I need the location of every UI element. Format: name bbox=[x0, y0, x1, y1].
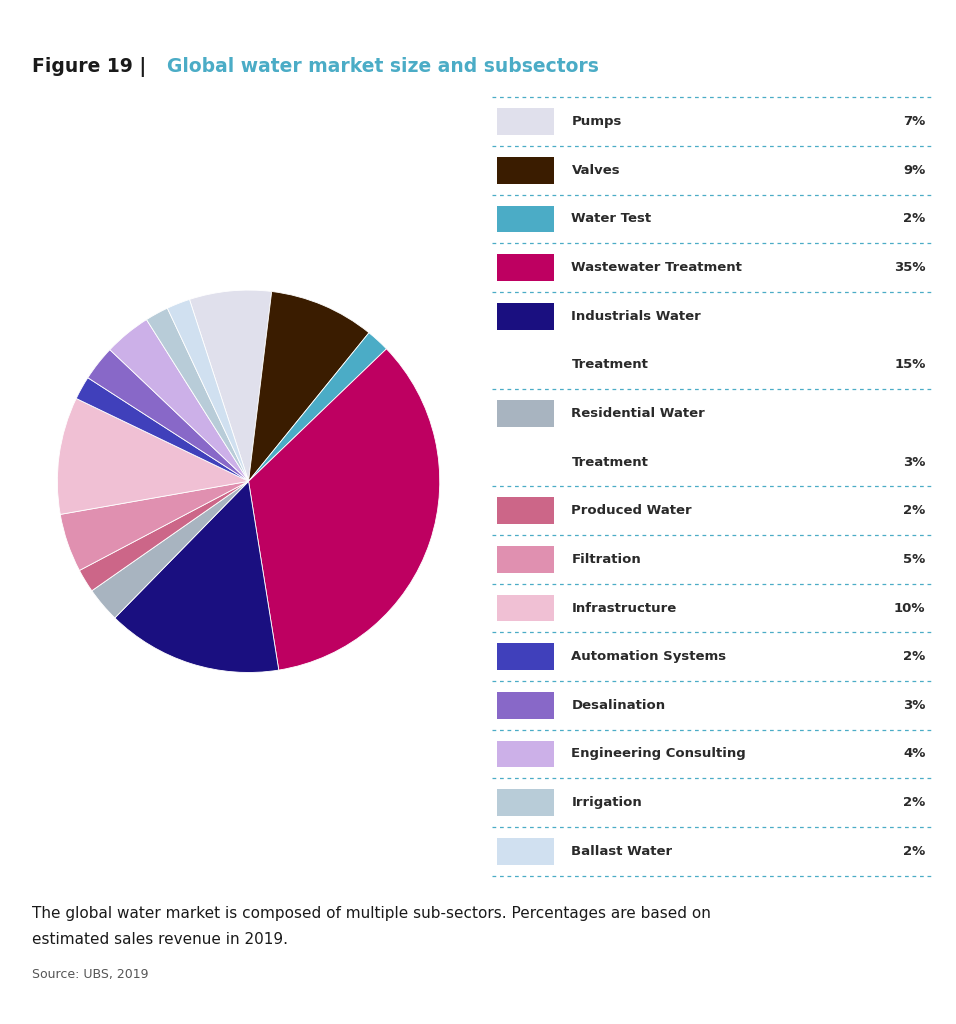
Wedge shape bbox=[249, 292, 369, 481]
Bar bbox=[497, 206, 554, 232]
Wedge shape bbox=[249, 349, 440, 670]
Text: Wastewater Treatment: Wastewater Treatment bbox=[572, 261, 743, 274]
Text: 7%: 7% bbox=[903, 115, 925, 128]
Text: Irrigation: Irrigation bbox=[572, 796, 642, 809]
Wedge shape bbox=[249, 333, 386, 481]
Bar bbox=[497, 692, 554, 719]
Text: 9%: 9% bbox=[903, 164, 925, 177]
Bar bbox=[497, 546, 554, 572]
Text: 2%: 2% bbox=[903, 845, 925, 858]
Wedge shape bbox=[110, 319, 249, 481]
Bar bbox=[497, 254, 554, 281]
Wedge shape bbox=[88, 350, 249, 481]
Wedge shape bbox=[167, 299, 249, 481]
Bar bbox=[497, 400, 554, 427]
Text: Automation Systems: Automation Systems bbox=[572, 650, 727, 664]
Text: Produced Water: Produced Water bbox=[572, 504, 692, 517]
Text: Infrastructure: Infrastructure bbox=[572, 601, 677, 614]
Text: Ballast Water: Ballast Water bbox=[572, 845, 673, 858]
Text: Desalination: Desalination bbox=[572, 698, 665, 712]
Text: 2%: 2% bbox=[903, 212, 925, 225]
Text: 4%: 4% bbox=[903, 748, 925, 761]
Text: Filtration: Filtration bbox=[572, 553, 641, 566]
Text: Treatment: Treatment bbox=[572, 456, 648, 469]
Bar bbox=[497, 838, 554, 864]
Text: Industrials Water: Industrials Water bbox=[572, 309, 702, 323]
Text: 15%: 15% bbox=[894, 358, 925, 372]
Text: Pumps: Pumps bbox=[572, 115, 621, 128]
Text: estimated sales revenue in 2019.: estimated sales revenue in 2019. bbox=[32, 932, 288, 947]
Wedge shape bbox=[79, 481, 249, 591]
Wedge shape bbox=[76, 378, 249, 481]
Text: Figure 19 |: Figure 19 | bbox=[32, 56, 146, 77]
Text: Valves: Valves bbox=[572, 164, 620, 177]
Wedge shape bbox=[189, 290, 272, 481]
Wedge shape bbox=[60, 481, 249, 570]
Bar bbox=[497, 595, 554, 622]
Text: Treatment: Treatment bbox=[572, 358, 648, 372]
Wedge shape bbox=[146, 308, 249, 481]
Bar bbox=[497, 157, 554, 183]
Text: Source: UBS, 2019: Source: UBS, 2019 bbox=[32, 968, 148, 981]
Text: 3%: 3% bbox=[903, 698, 925, 712]
Text: 5%: 5% bbox=[903, 553, 925, 566]
Text: Water Test: Water Test bbox=[572, 212, 652, 225]
Text: Residential Water: Residential Water bbox=[572, 407, 706, 420]
Text: Engineering Consulting: Engineering Consulting bbox=[572, 748, 747, 761]
Text: 35%: 35% bbox=[894, 261, 925, 274]
Text: 2%: 2% bbox=[903, 796, 925, 809]
Bar bbox=[497, 790, 554, 816]
Text: 2%: 2% bbox=[903, 650, 925, 664]
Text: 2%: 2% bbox=[903, 504, 925, 517]
Bar bbox=[497, 740, 554, 767]
Wedge shape bbox=[92, 481, 249, 617]
Text: 10%: 10% bbox=[894, 601, 925, 614]
Text: 3%: 3% bbox=[903, 456, 925, 469]
Wedge shape bbox=[115, 481, 279, 673]
Text: Global water market size and subsectors: Global water market size and subsectors bbox=[167, 57, 599, 76]
Wedge shape bbox=[57, 398, 249, 514]
Text: The global water market is composed of multiple sub-sectors. Percentages are bas: The global water market is composed of m… bbox=[32, 906, 710, 922]
Bar bbox=[497, 498, 554, 524]
Bar bbox=[497, 109, 554, 135]
Bar bbox=[497, 643, 554, 670]
Bar bbox=[497, 303, 554, 330]
